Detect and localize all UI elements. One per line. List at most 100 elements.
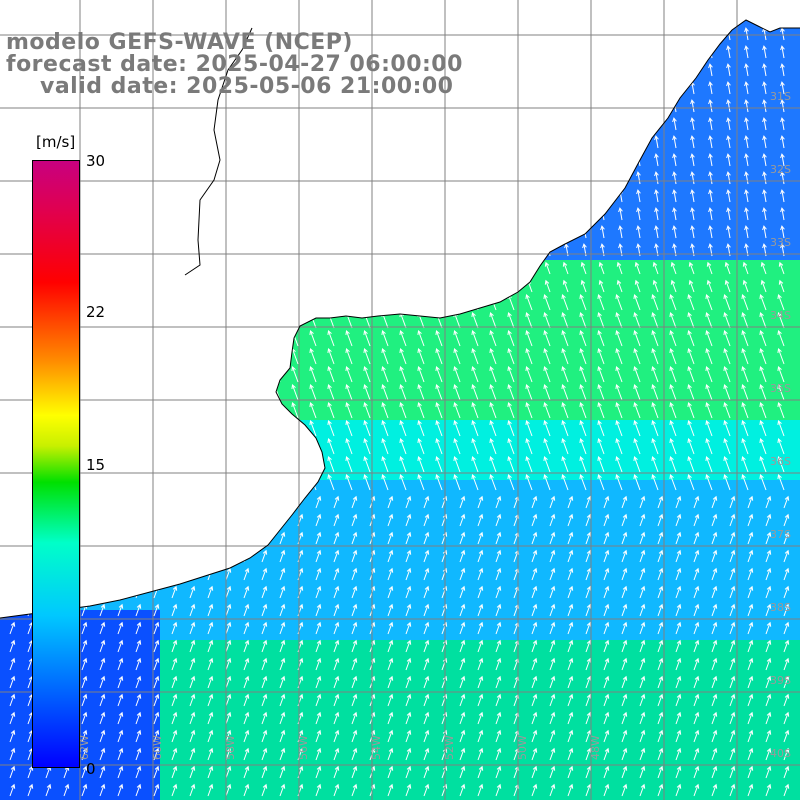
wind-arrow — [760, 330, 767, 347]
wind-arrow-head — [687, 474, 692, 479]
wind-arrow — [639, 730, 645, 743]
wind-arrow-head — [676, 729, 682, 735]
wind-arrow — [153, 730, 159, 743]
wind-arrow-head — [525, 366, 530, 371]
wind-arrow — [279, 586, 285, 599]
wind-arrow-head — [604, 621, 610, 627]
wind-arrow — [81, 784, 87, 797]
wind-arrow — [171, 676, 177, 689]
wind-arrow — [727, 226, 731, 239]
wind-arrow-head — [478, 603, 484, 609]
wind-arrow-head — [532, 603, 538, 609]
wind-arrow-head — [190, 765, 196, 771]
wind-arrow-head — [640, 549, 646, 555]
wind-arrow-head — [226, 747, 232, 753]
wind-arrow-head — [640, 531, 646, 537]
wind-arrow-head — [543, 384, 548, 389]
wind-arrow — [459, 784, 465, 797]
wind-arrow — [693, 568, 699, 581]
wind-arrow-head — [652, 261, 658, 267]
wind-arrow — [531, 496, 537, 509]
wind-arrow — [783, 568, 789, 581]
wind-arrow-head — [561, 402, 566, 407]
coastline — [0, 19, 800, 619]
wind-arrow-head — [298, 711, 304, 717]
wind-arrow-head — [118, 603, 124, 609]
wind-arrow — [634, 384, 641, 401]
wind-arrow-head — [100, 729, 106, 735]
wind-arrow-head — [708, 117, 713, 123]
wind-arrow-head — [597, 348, 602, 353]
wind-arrow-head — [334, 603, 340, 609]
wind-arrow — [328, 366, 335, 383]
wind-arrow — [261, 622, 267, 635]
wind-arrow — [315, 586, 321, 599]
wind-arrow — [454, 474, 461, 491]
wind-arrow-head — [525, 402, 530, 407]
wind-arrow — [691, 118, 695, 131]
wind-arrow — [405, 712, 411, 725]
wind-arrow — [691, 154, 695, 167]
wind-arrow-head — [334, 531, 340, 537]
wind-arrow — [81, 622, 87, 635]
wind-arrow — [495, 766, 501, 779]
wind-arrow-head — [690, 171, 695, 177]
wind-arrow-head — [622, 711, 628, 717]
wind-arrow-head — [561, 474, 566, 479]
wind-arrow-head — [780, 99, 785, 105]
wind-arrow-head — [136, 603, 142, 609]
wind-arrow-head — [352, 585, 358, 591]
wind-arrow-head — [651, 330, 656, 335]
wind-arrow-head — [780, 153, 785, 159]
wind-arrow — [729, 586, 735, 599]
wind-arrow-head — [777, 384, 782, 389]
wind-arrow — [81, 730, 87, 743]
wind-arrow — [765, 730, 771, 743]
wind-arrow — [315, 604, 321, 617]
wind-arrow-head — [562, 261, 568, 267]
wind-arrow — [709, 100, 713, 113]
wind-arrow-head — [669, 456, 674, 461]
wind-arrow-head — [744, 189, 749, 195]
wind-arrow — [729, 748, 735, 761]
wind-arrow — [472, 456, 479, 473]
wind-arrow-head — [316, 603, 322, 609]
wind-arrow-head — [543, 312, 548, 317]
lat-label: 36S — [770, 455, 791, 468]
wind-arrow — [745, 190, 749, 203]
wind-arrow — [207, 658, 213, 671]
wind-arrow — [333, 658, 339, 671]
wind-arrow — [189, 694, 195, 707]
wind-arrow — [634, 402, 641, 419]
wind-arrow-head — [658, 621, 664, 627]
wind-arrow — [675, 622, 681, 635]
wind-arrow — [387, 748, 393, 761]
wind-arrow — [603, 514, 609, 527]
wind-arrow — [652, 330, 659, 347]
wind-arrow — [472, 474, 479, 491]
wind-arrow — [153, 694, 159, 707]
wind-arrow — [225, 712, 231, 725]
wind-arrow — [670, 402, 677, 419]
wind-arrow-head — [676, 603, 682, 609]
wind-arrow-head — [316, 693, 322, 699]
wind-arrow — [382, 474, 389, 491]
wind-arrow-head — [561, 456, 566, 461]
wind-arrow — [459, 568, 465, 581]
wind-arrow-head — [730, 783, 736, 789]
wind-arrow — [225, 748, 231, 761]
wind-arrow-head — [669, 438, 674, 443]
wind-arrow — [63, 784, 69, 797]
wind-arrow-head — [435, 402, 440, 407]
wind-arrow — [513, 694, 519, 707]
wind-arrow — [549, 568, 555, 581]
wind-arrow — [783, 730, 789, 743]
wind-arrow — [189, 640, 195, 653]
wind-arrow — [346, 420, 353, 437]
wind-arrow — [585, 694, 591, 707]
wind-arrow — [729, 712, 735, 725]
wind-arrow-head — [598, 261, 604, 267]
wind-arrow — [783, 766, 789, 779]
wind-arrow-head — [723, 384, 728, 389]
wind-arrow — [472, 312, 479, 329]
